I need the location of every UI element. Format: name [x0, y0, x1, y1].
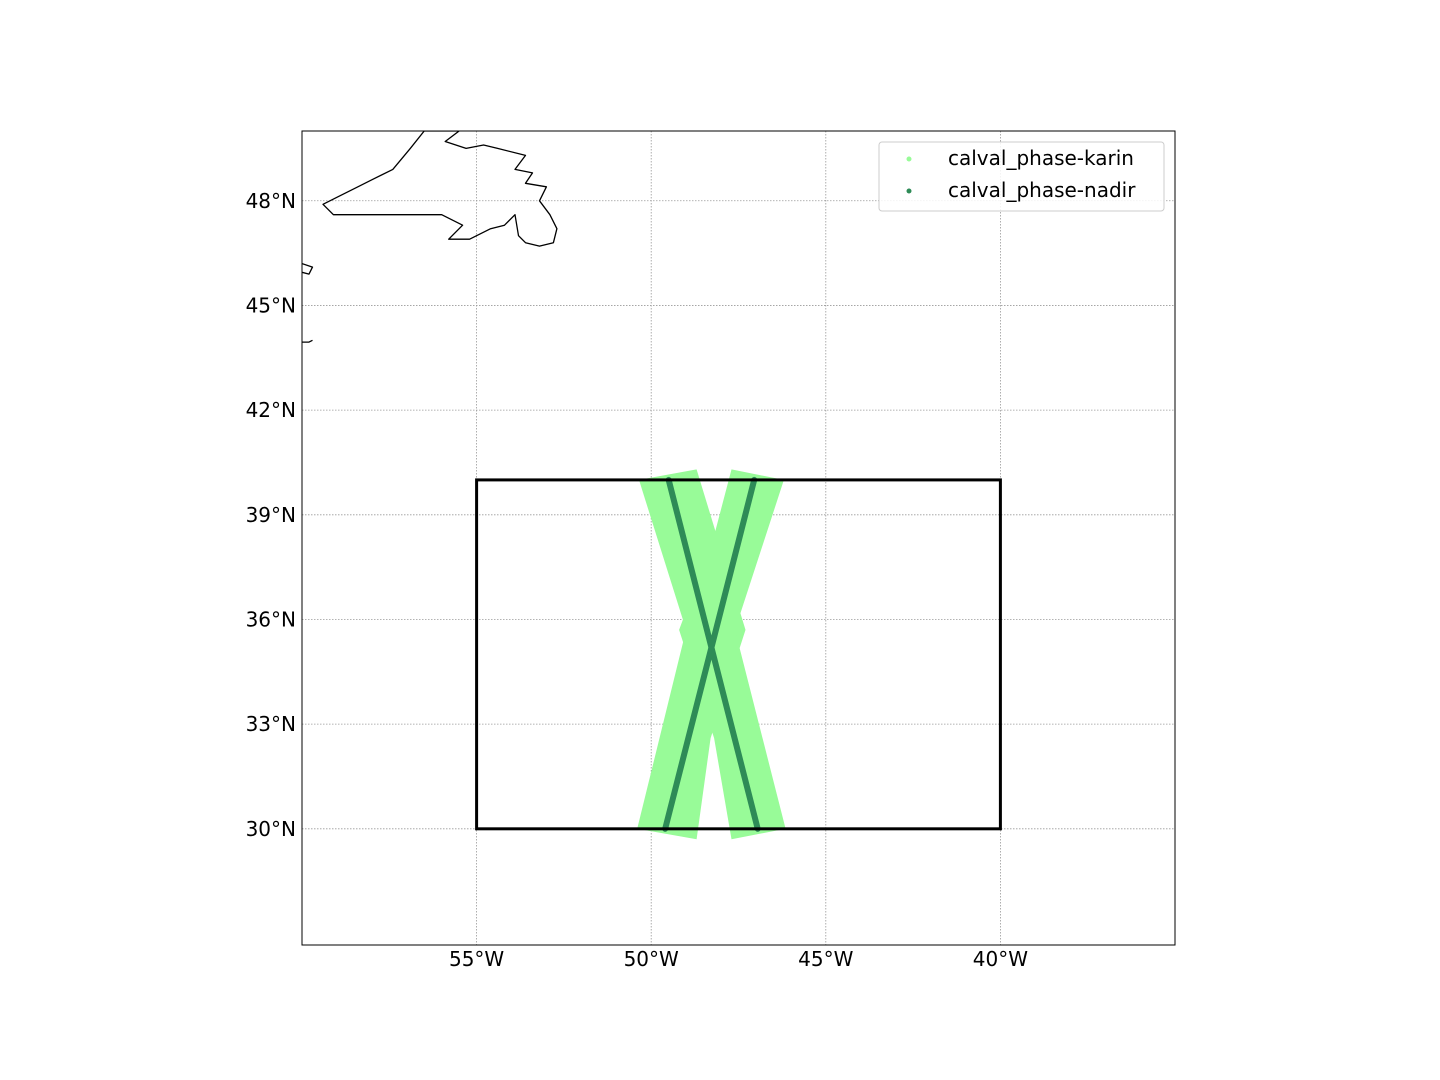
region-box — [475, 478, 1002, 831]
legend-marker-karin — [906, 156, 912, 162]
y-tick-label: 30°N — [246, 817, 296, 841]
nadir-track-2 — [662, 476, 758, 832]
legend-frame — [878, 141, 1165, 212]
y-tick-label: 45°N — [246, 293, 296, 317]
coastline-nova-scotia-edge — [302, 262, 314, 275]
legend: calval_phase-karin calval_phase-nadir — [878, 141, 1165, 212]
y-tick-labels: 30°N 33°N 36°N 39°N 42°N 45°N 48°N — [246, 189, 296, 841]
coastlines — [302, 131, 558, 343]
x-tick-label: 50°W — [624, 947, 679, 971]
legend-label-nadir: calval_phase-nadir — [948, 178, 1136, 202]
x-tick-label: 40°W — [973, 947, 1028, 971]
y-tick-label: 33°N — [246, 712, 296, 736]
y-tick-label: 42°N — [246, 398, 296, 422]
x-tick-label: 55°W — [449, 947, 504, 971]
karin-swath-2 — [679, 469, 786, 840]
karin-swaths — [637, 469, 786, 840]
coastline-nova-scotia-south — [302, 339, 313, 343]
x-tick-labels: 55°W 50°W 45°W 40°W — [449, 947, 1028, 971]
coastline-newfoundland — [322, 131, 558, 247]
y-tick-label: 48°N — [246, 189, 296, 213]
legend-label-karin: calval_phase-karin — [948, 146, 1134, 170]
nadir-tracks — [662, 476, 761, 832]
x-tick-label: 45°W — [798, 947, 853, 971]
nadir-track-1 — [665, 476, 761, 832]
legend-marker-nadir — [906, 188, 912, 194]
y-tick-label: 36°N — [246, 607, 296, 631]
axes-frame — [301, 130, 1176, 946]
y-tick-label: 39°N — [246, 503, 296, 527]
